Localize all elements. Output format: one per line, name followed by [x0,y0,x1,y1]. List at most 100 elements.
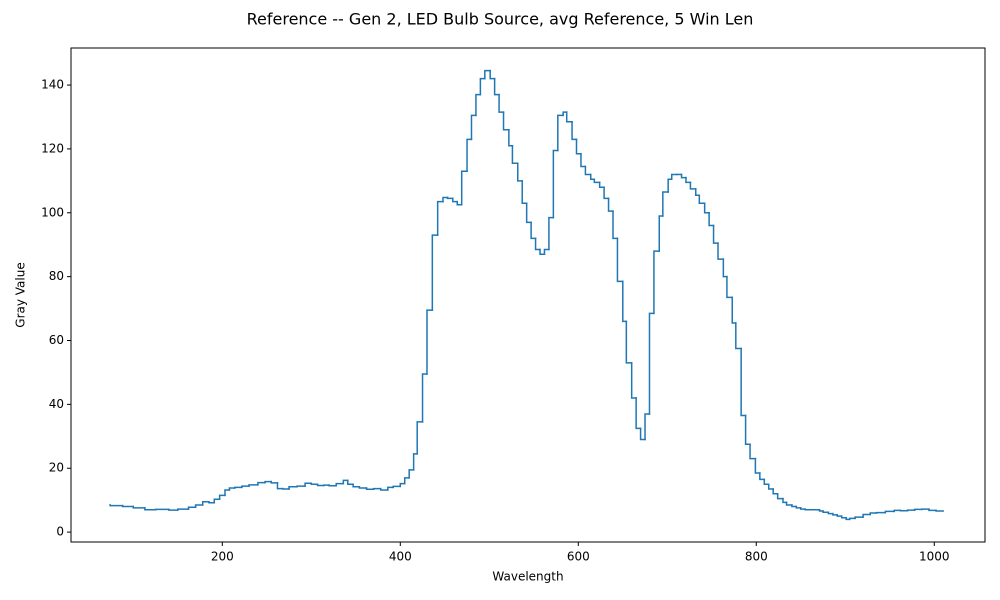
step-segment [446,196,454,200]
step-segment [403,477,410,485]
step-segment [653,250,661,315]
step-segment [310,482,319,485]
step-segment [421,373,428,423]
step-segment [804,508,812,511]
y-tick-label: 40 [49,397,64,411]
step-segment [234,486,243,489]
step-segment [735,322,742,350]
step-segment [109,504,124,507]
step-segment [731,296,737,324]
step-segment [365,487,375,491]
step-segment [575,138,582,155]
step-segment [493,77,500,96]
step-segment [854,516,864,520]
y-tick-label: 100 [41,205,64,219]
step-segment [342,479,349,485]
step-segment [517,162,523,182]
step-segment [508,128,514,147]
step-segment [484,69,491,80]
step-segment [648,312,655,415]
step-segment [264,480,272,484]
step-segment [680,173,687,179]
step-segment [717,242,725,260]
step-segment [270,480,279,484]
step-segment [689,181,697,190]
step-segment [625,320,633,364]
step-segment [557,114,564,152]
x-tick-label: 400 [389,550,412,564]
step-segment [644,413,651,441]
step-segment [580,152,587,168]
step-segment [121,504,135,508]
step-segment [670,173,678,180]
step-segment [695,188,701,196]
step-segment [466,138,473,173]
step-segment [399,482,406,488]
step-segment [521,180,528,204]
step-segment [612,210,619,240]
step-segment [848,517,856,521]
step-segment [442,196,449,203]
step-segment [352,483,361,488]
step-segment [782,497,788,504]
plot-frame [70,47,986,543]
step-segment [800,507,806,510]
step-segment [241,485,250,489]
y-tick-label: 120 [41,141,64,155]
step-segment [667,178,673,193]
step-segment [416,421,424,455]
step-segment [562,111,568,117]
x-tick-label: 600 [567,550,590,564]
step-segment [213,498,221,504]
step-segment [412,453,418,471]
step-segment [479,77,486,96]
step-segment [685,176,692,184]
step-segment [460,170,468,206]
step-segment [489,69,496,80]
step-segment [228,487,236,491]
step-segment [187,506,197,510]
step-segment [296,485,306,488]
step-segment [726,275,733,299]
step-segment [548,216,555,251]
y-tick-label: 140 [41,78,64,92]
step-segment [194,504,204,508]
step-segment [525,202,532,224]
step-segment [862,513,871,518]
y-tick-label: 60 [49,333,64,347]
step-segment [534,237,541,251]
step-segment [749,443,757,460]
step-segment [893,509,902,513]
step-segment [616,237,624,283]
step-segment [869,512,878,516]
step-segment [630,362,637,399]
step-segment [358,486,368,489]
step-segment [387,486,394,491]
step-segment [598,181,605,188]
x-tick-label: 1000 [919,550,950,564]
step-segment [372,487,382,491]
step-segment [502,111,510,131]
step-segment [144,507,157,511]
x-tick-label: 200 [211,550,234,564]
step-segment [571,121,578,141]
step-segment [475,93,482,117]
chart-title: Reference -- Gen 2, LED Bulb Source, avg… [247,10,754,29]
step-segment [840,515,847,519]
step-segment [772,488,779,495]
y-tick-label: 0 [56,525,64,539]
step-segment [276,482,284,490]
step-segment [832,512,839,516]
x-tick-label: 800 [745,550,768,564]
step-segment [698,194,706,204]
step-segment [744,414,751,446]
step-segment [498,93,505,113]
step-segment [347,479,354,485]
step-segment [589,173,596,180]
step-segment [552,149,559,219]
step-segment [635,397,642,430]
step-segment [935,509,944,512]
step-segment [703,202,710,214]
step-segment [335,482,345,487]
